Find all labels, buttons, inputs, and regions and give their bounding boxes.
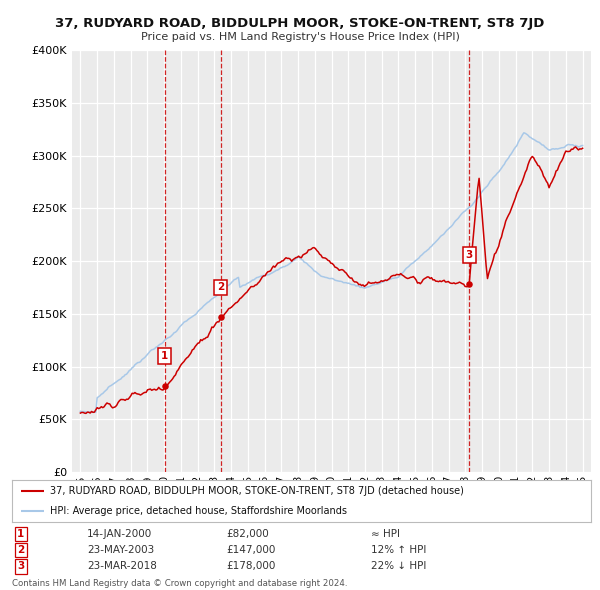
Text: 1: 1 bbox=[17, 529, 25, 539]
Text: 37, RUDYARD ROAD, BIDDULPH MOOR, STOKE-ON-TRENT, ST8 7JD: 37, RUDYARD ROAD, BIDDULPH MOOR, STOKE-O… bbox=[55, 17, 545, 30]
Text: 12% ↑ HPI: 12% ↑ HPI bbox=[371, 545, 427, 555]
Text: 3: 3 bbox=[466, 250, 473, 260]
Point bbox=[464, 280, 474, 289]
Text: £178,000: £178,000 bbox=[226, 561, 275, 571]
Text: 2: 2 bbox=[17, 545, 25, 555]
Text: 3: 3 bbox=[17, 561, 25, 571]
Text: HPI: Average price, detached house, Staffordshire Moorlands: HPI: Average price, detached house, Staf… bbox=[50, 506, 347, 516]
Text: 22% ↓ HPI: 22% ↓ HPI bbox=[371, 561, 427, 571]
Text: 23-MAR-2018: 23-MAR-2018 bbox=[87, 561, 157, 571]
Text: Contains HM Land Registry data © Crown copyright and database right 2024.
This d: Contains HM Land Registry data © Crown c… bbox=[12, 579, 347, 590]
Text: 2: 2 bbox=[217, 283, 224, 293]
Text: 23-MAY-2003: 23-MAY-2003 bbox=[87, 545, 155, 555]
Point bbox=[160, 381, 170, 390]
Text: 14-JAN-2000: 14-JAN-2000 bbox=[87, 529, 152, 539]
Text: Price paid vs. HM Land Registry's House Price Index (HPI): Price paid vs. HM Land Registry's House … bbox=[140, 32, 460, 42]
Text: ≈ HPI: ≈ HPI bbox=[371, 529, 400, 539]
Point bbox=[216, 312, 226, 322]
Text: £82,000: £82,000 bbox=[226, 529, 269, 539]
Text: £147,000: £147,000 bbox=[226, 545, 275, 555]
Text: 1: 1 bbox=[161, 351, 169, 361]
Text: 37, RUDYARD ROAD, BIDDULPH MOOR, STOKE-ON-TRENT, ST8 7JD (detached house): 37, RUDYARD ROAD, BIDDULPH MOOR, STOKE-O… bbox=[50, 486, 464, 496]
